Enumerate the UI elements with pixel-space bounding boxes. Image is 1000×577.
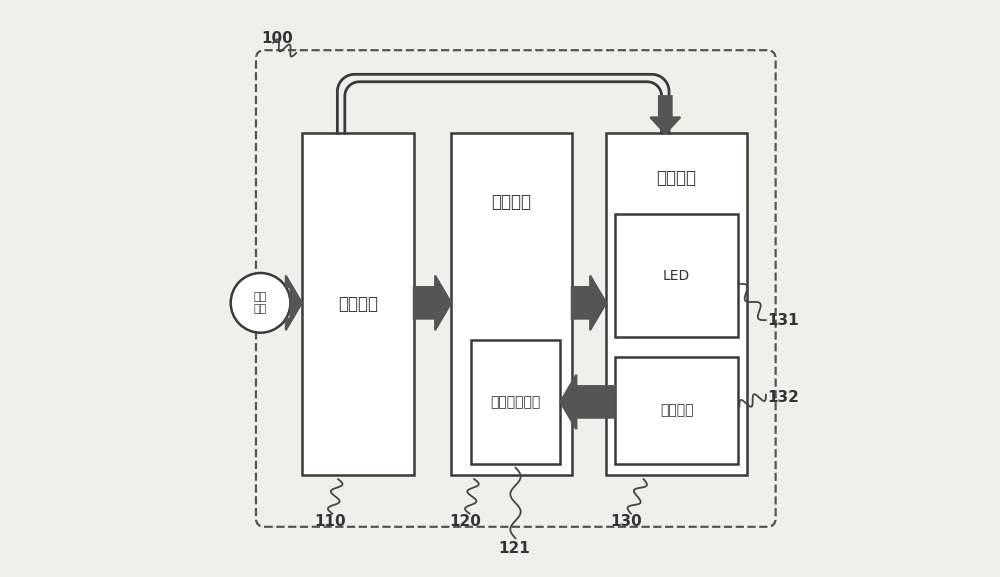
- Text: 130: 130: [610, 514, 642, 529]
- Bar: [451, 133, 572, 475]
- Polygon shape: [572, 276, 606, 330]
- Text: 131: 131: [767, 313, 799, 328]
- Bar: [606, 133, 747, 475]
- Polygon shape: [414, 276, 451, 330]
- Bar: [302, 133, 414, 475]
- Text: 交流
网络: 交流 网络: [254, 292, 267, 314]
- Text: 控制电路: 控制电路: [491, 193, 531, 211]
- Text: 121: 121: [498, 541, 530, 556]
- Text: 120: 120: [450, 514, 481, 529]
- Bar: [615, 357, 738, 464]
- Polygon shape: [286, 276, 302, 330]
- Text: 110: 110: [315, 514, 346, 529]
- Text: 照明单元: 照明单元: [657, 169, 697, 187]
- Circle shape: [231, 273, 290, 333]
- Bar: [615, 214, 738, 338]
- Text: 100: 100: [262, 31, 293, 46]
- Bar: [471, 340, 560, 464]
- Text: LED: LED: [663, 268, 690, 283]
- Text: 132: 132: [767, 390, 799, 405]
- Text: 负载电容: 负载电容: [660, 403, 693, 418]
- Polygon shape: [650, 96, 680, 133]
- Text: 整流单元: 整流单元: [338, 295, 378, 313]
- Text: 电流控制单元: 电流控制单元: [491, 395, 541, 409]
- Polygon shape: [560, 374, 615, 429]
